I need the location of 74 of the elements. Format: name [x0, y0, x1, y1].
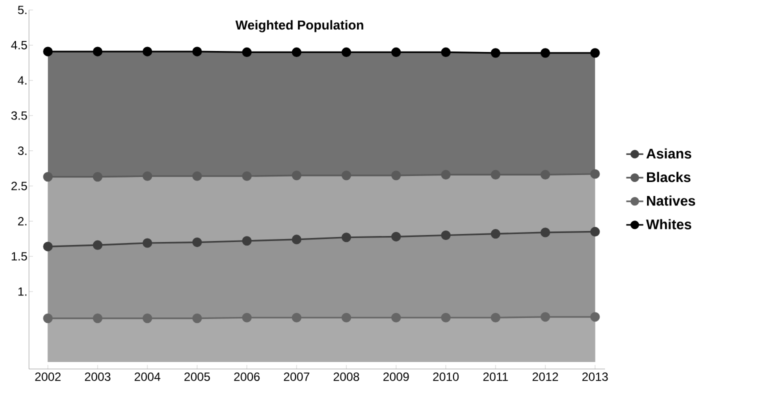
point — [490, 48, 500, 58]
point — [490, 312, 500, 322]
point — [292, 312, 302, 322]
point — [292, 234, 302, 244]
x-tick-label: 2013 — [582, 372, 608, 381]
y-tick-label: 2.5 — [11, 182, 27, 190]
point — [192, 314, 202, 324]
y-tick-label: 3. — [18, 146, 26, 156]
y-tick-label: 4. — [18, 76, 26, 84]
point — [43, 172, 53, 182]
legend-label: Natives — [647, 195, 696, 206]
point — [590, 312, 600, 322]
point — [441, 312, 451, 322]
point — [540, 228, 550, 238]
point — [342, 312, 352, 322]
point — [391, 47, 401, 58]
point — [142, 171, 152, 181]
x-tick-label: 2002 — [35, 372, 61, 381]
x-tick-label: 2004 — [134, 372, 160, 381]
text: Weighted Population — [235, 20, 364, 32]
point — [590, 169, 600, 179]
point — [391, 170, 401, 180]
x-tick-label: 2006 — [234, 372, 260, 381]
point — [142, 314, 152, 324]
point — [192, 46, 202, 56]
point — [540, 170, 550, 180]
y-tick-label: 2. — [18, 217, 26, 226]
point — [242, 236, 252, 246]
point — [242, 312, 252, 322]
point — [92, 314, 102, 324]
point — [342, 47, 352, 58]
point — [391, 232, 401, 242]
point — [92, 46, 102, 56]
y-tick-label: 1.5 — [12, 252, 27, 261]
point — [242, 47, 252, 58]
x-tick-label: 2003 — [84, 372, 110, 381]
point — [540, 312, 550, 322]
x-tick-label: 2012 — [532, 372, 558, 381]
point — [142, 238, 152, 248]
point — [142, 46, 152, 56]
point — [490, 229, 500, 239]
point — [590, 226, 600, 237]
point — [43, 314, 53, 324]
point — [292, 47, 302, 58]
legend-label: Blacks — [647, 172, 690, 182]
point — [540, 48, 550, 58]
y-tick-label: 4.5 — [11, 41, 27, 50]
point — [242, 171, 252, 181]
x-tick-label: 2009 — [383, 372, 409, 381]
legend-label: Whites — [646, 219, 692, 230]
point — [590, 48, 600, 58]
x-tick-label: 2011 — [483, 372, 508, 381]
point — [490, 170, 500, 180]
point — [441, 170, 451, 180]
point — [192, 171, 202, 181]
point — [43, 242, 53, 252]
point — [192, 237, 202, 248]
y-tick-label: 5. — [18, 6, 26, 14]
x-tick-label: 2005 — [184, 372, 210, 381]
point — [441, 230, 451, 240]
point — [292, 170, 302, 180]
point — [43, 46, 53, 56]
legend-label: Asians — [646, 148, 692, 159]
x-tick-label: 2007 — [284, 372, 310, 381]
point — [342, 170, 352, 180]
point — [441, 47, 451, 58]
x-tick-label: 2010 — [433, 372, 459, 381]
point — [342, 232, 352, 242]
point — [92, 172, 102, 182]
point — [391, 312, 401, 322]
point — [92, 240, 102, 250]
y-tick-label: 3.5 — [11, 111, 27, 120]
x-tick-label: 2008 — [334, 372, 360, 381]
y-tick-label: 1. — [18, 287, 26, 296]
